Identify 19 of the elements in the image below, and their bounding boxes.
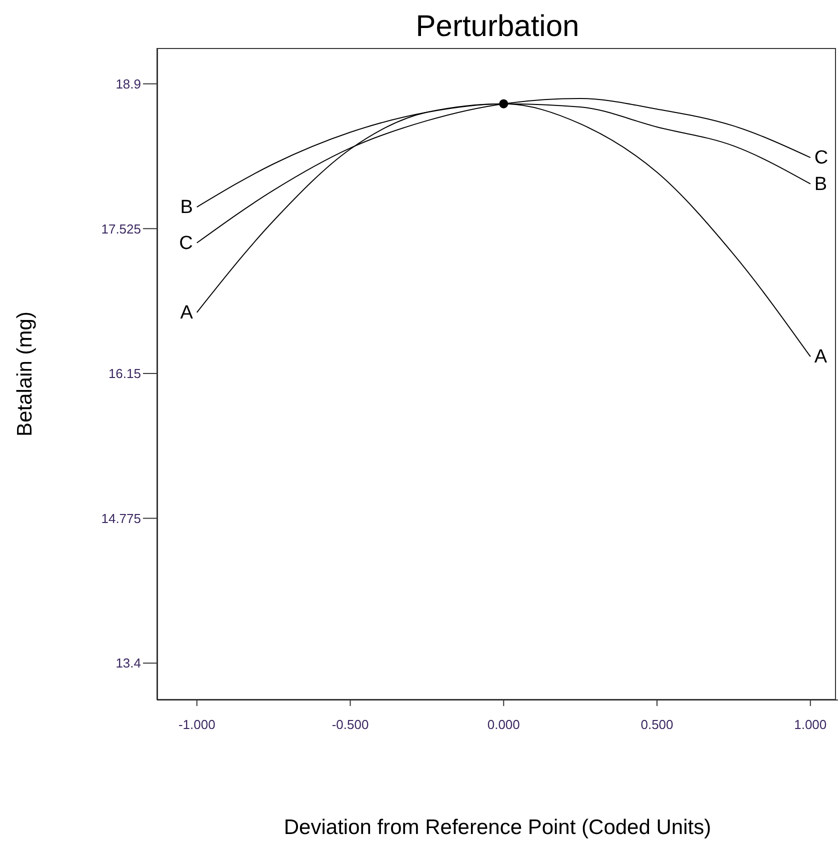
y-axis-title: Betalain (mg) <box>13 312 36 436</box>
x-tick-label: -0.500 <box>332 717 369 732</box>
y-tick-label: 13.4 <box>116 656 141 671</box>
text: B <box>814 174 828 195</box>
x-tick-label: -1.000 <box>178 717 216 732</box>
y-tick-label: 18.9 <box>116 76 141 92</box>
series-label: C <box>179 232 193 254</box>
series-label: B <box>180 197 193 218</box>
y-tick-label: 17.525 <box>101 221 141 236</box>
text: C <box>814 148 828 169</box>
y-tick-label: 14.775 <box>101 510 141 526</box>
series-label: A <box>180 302 194 324</box>
x-axis-title: Deviation from Reference Point (Coded Units) <box>284 816 712 839</box>
chart-title: Perturbation <box>414 10 580 44</box>
x-tick-label: 0.000 <box>487 717 520 732</box>
x-tick-label: 0.500 <box>640 717 674 732</box>
x-tick-label: 1.000 <box>794 717 827 732</box>
text: A <box>814 346 828 368</box>
y-tick-label: 16.15 <box>108 366 141 382</box>
